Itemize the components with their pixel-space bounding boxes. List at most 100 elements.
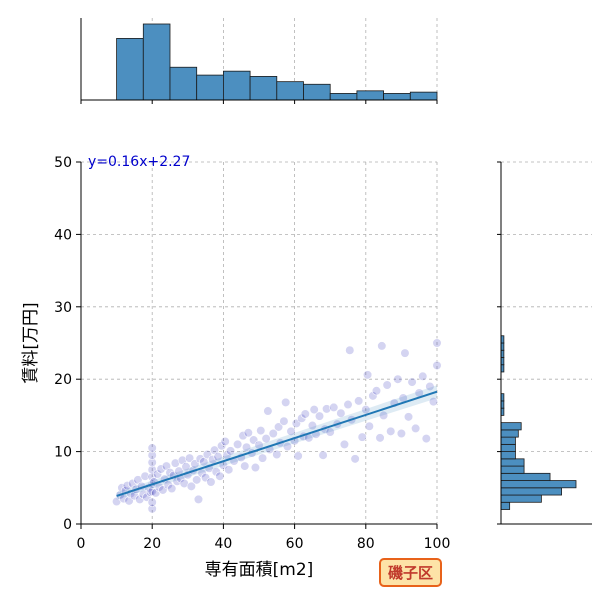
scatter-point (300, 409, 310, 419)
scatter-point (428, 397, 439, 407)
x-tick-label: 100 (424, 536, 451, 552)
scatter-point (122, 481, 132, 491)
y-marginal-bar (500, 501, 511, 510)
x-tick-label: 0 (77, 536, 86, 552)
x-marginal-bar (276, 81, 304, 101)
scatter-point (273, 422, 284, 432)
y-tick-label: 10 (54, 445, 72, 461)
regression-line-group (116, 385, 438, 500)
scatter-point (147, 504, 157, 514)
scatter-point (343, 399, 353, 410)
scatter-point (199, 457, 209, 467)
scatter-point (192, 475, 202, 485)
scatter-point (393, 374, 403, 384)
scatter-point (147, 457, 157, 468)
scatter-point (225, 446, 236, 456)
scatter-point (350, 454, 360, 464)
y-tick-label: 0 (63, 517, 72, 533)
scatter-point (407, 377, 417, 387)
y-marginal-gridlines (501, 161, 592, 453)
scatter-point (382, 380, 392, 390)
y-tick-label: 30 (54, 300, 72, 316)
scatter-point (272, 449, 282, 460)
scatter-point (152, 469, 163, 479)
y-marginal-bar (500, 458, 525, 467)
scatter-point (233, 439, 243, 449)
scatter-point (238, 431, 248, 441)
ward-badge-label: 磯子区 (388, 564, 433, 582)
scatter-point (163, 480, 173, 490)
scatter-point (156, 464, 166, 474)
scatter-point (206, 477, 216, 487)
regression-line (116, 390, 438, 497)
scatter-point (241, 442, 252, 452)
x-marginal-bar (356, 90, 384, 101)
scatter-point (339, 439, 350, 449)
x-marginal-bars (116, 23, 438, 101)
scatter-point (128, 478, 138, 489)
scatter-point (282, 441, 293, 452)
scatter-point (345, 345, 355, 355)
scatter-point (371, 386, 382, 396)
x-marginal-bar (196, 74, 224, 101)
scatter-point (432, 338, 442, 348)
scatter-point (386, 426, 396, 436)
x-marginal-bar (116, 38, 144, 101)
scatter-point (193, 494, 204, 504)
y-marginal-bar (500, 465, 525, 474)
y-tick-label: 40 (54, 227, 72, 243)
y-marginal-ticks (497, 161, 501, 525)
scatter-point (147, 497, 157, 507)
scatter-point (364, 421, 374, 431)
ward-badge-box (379, 558, 442, 587)
x-tick-label: 20 (143, 536, 161, 552)
y-marginal-histogram (497, 161, 592, 525)
scatter-point (215, 471, 225, 481)
scatter-point (421, 433, 431, 444)
y-marginal-bar (500, 443, 516, 452)
scatter-point (314, 411, 325, 421)
scatter-point (309, 405, 319, 415)
scatter-point (179, 478, 189, 489)
scatter-point (135, 494, 145, 504)
x-marginal-histogram (80, 18, 438, 104)
scatter-point (261, 433, 271, 444)
regression-confidence-band (116, 385, 437, 500)
scatter-point (368, 391, 378, 401)
y-marginal-bar (500, 422, 522, 431)
x-marginal-bar (249, 76, 278, 101)
scatter-point (418, 371, 428, 381)
x-marginal-bar (169, 66, 198, 101)
scatter-point (279, 416, 289, 426)
scatter-plot-area: 0 20 40 60 80 100 0 10 20 30 40 50 y=0.16x+2.27 専有… (21, 154, 450, 580)
y-axis-ticks: 0 10 20 30 40 50 (54, 155, 81, 533)
scatter-point (425, 381, 435, 392)
scatter-points (111, 338, 442, 514)
scatter-point (403, 412, 414, 422)
x-axis-label: 専有面積[m2] (205, 560, 314, 580)
y-marginal-bars (500, 335, 577, 510)
scatter-point (362, 370, 373, 380)
ward-badge: 磯子区 (379, 558, 442, 587)
scatter-point (322, 404, 332, 414)
y-marginal-bar (500, 451, 516, 460)
y-marginal-bar (500, 494, 542, 503)
scatter-point (224, 465, 234, 475)
scatter-point (140, 471, 150, 481)
scatter-point (411, 423, 421, 434)
scatter-point (396, 428, 407, 439)
scatter-point (281, 397, 291, 407)
scatter-point (286, 426, 296, 436)
scatter-point (167, 483, 177, 494)
scatter-point (186, 481, 196, 491)
scatter-point (213, 452, 223, 462)
x-marginal-bar (142, 23, 171, 101)
y-marginal-bar (500, 429, 519, 438)
x-marginal-bar (329, 93, 358, 101)
scatter-point (354, 396, 364, 406)
x-axis-ticks: 0 20 40 60 80 100 (77, 524, 451, 552)
x-tick-label: 60 (286, 536, 304, 552)
scatter-point (293, 451, 303, 461)
x-marginal-bar (383, 93, 411, 101)
